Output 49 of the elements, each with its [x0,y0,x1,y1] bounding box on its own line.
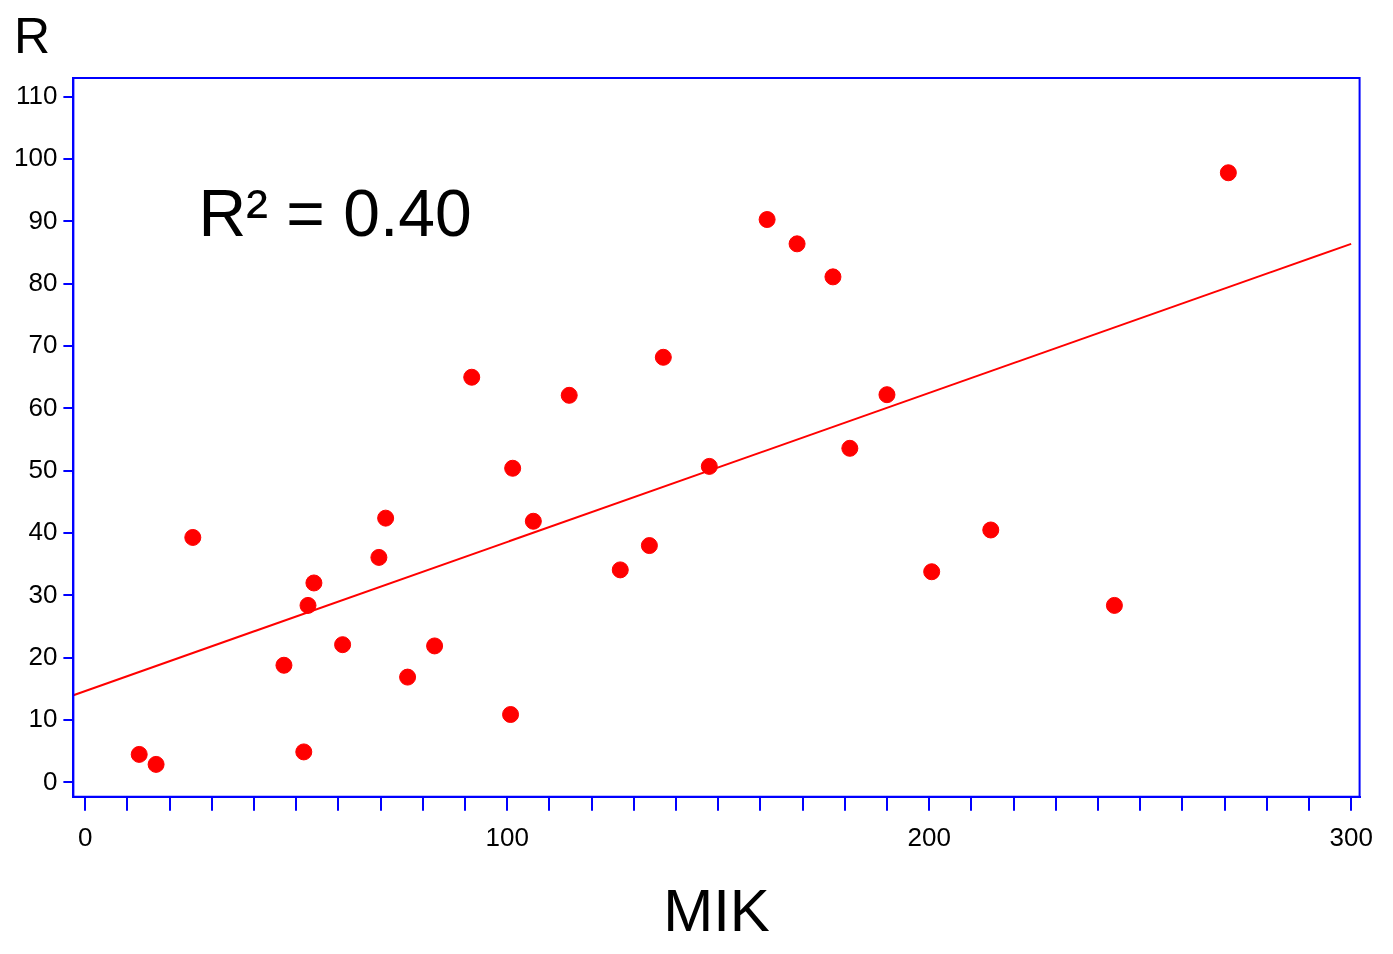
point [560,386,578,404]
point [982,521,1000,539]
point [1105,596,1123,614]
point [295,743,313,761]
x-axis-title: MIK [663,876,770,944]
y-tick-label: 30 [28,578,58,609]
y-tick-label: 20 [28,640,58,671]
point [524,512,542,530]
y-tick-label: 80 [28,266,58,297]
point [377,509,395,527]
point [788,235,806,253]
y-tick-label: 90 [28,204,58,235]
point [275,656,293,674]
point [841,439,859,457]
y-tick-label: 50 [28,453,58,484]
y-tick-label: 0 [42,765,58,796]
point [399,668,417,686]
point [130,745,148,763]
point [758,211,776,229]
y-tick-label: 110 [15,79,58,110]
point [463,368,481,386]
x-tick-label: 300 [1329,821,1373,852]
point [611,561,629,579]
y-tick-label: 60 [28,391,58,422]
point [299,596,317,614]
y-axis-title: R [14,7,51,64]
x-tick-label: 200 [907,821,951,852]
point [502,706,520,724]
point [370,548,388,566]
point [824,268,842,286]
point [426,637,444,655]
point [700,457,718,475]
y-tick-label: 100 [13,142,58,173]
point [878,386,896,404]
y-tick-label: 10 [28,703,58,734]
annotation: R² = 0.40 [198,176,472,251]
y-tick-label: 40 [28,516,58,547]
point [184,528,202,546]
x-tick-label: 0 [77,821,93,852]
y-tick-label: 70 [28,329,58,360]
point [504,459,522,477]
point [334,636,352,654]
point [147,755,165,773]
point [654,348,672,366]
point [640,537,658,555]
point [1219,164,1237,182]
x-tick-label: 100 [485,821,529,852]
point [305,574,323,592]
point [923,563,941,581]
